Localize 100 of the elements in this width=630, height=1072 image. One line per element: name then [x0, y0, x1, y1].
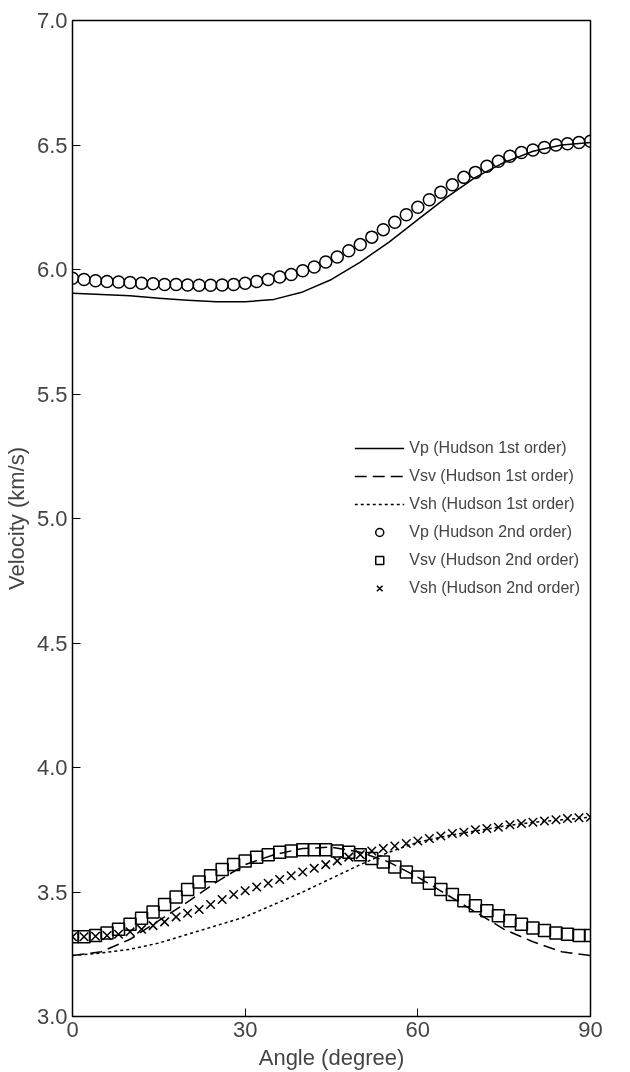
point — [365, 851, 379, 866]
point — [134, 276, 149, 290]
point — [261, 272, 275, 287]
point — [549, 138, 563, 152]
point — [424, 833, 435, 844]
point — [309, 863, 320, 874]
point — [330, 250, 345, 264]
point — [365, 230, 379, 244]
y-tick-label: 3.5 — [36, 879, 68, 905]
point — [366, 845, 377, 856]
point — [572, 135, 586, 150]
point — [171, 911, 182, 922]
point — [226, 277, 241, 292]
point — [491, 154, 506, 168]
point — [240, 885, 251, 896]
legend-label: Vp (Hudson 2nd order) — [409, 523, 572, 541]
point — [376, 855, 391, 869]
point — [169, 890, 183, 904]
point — [457, 170, 471, 185]
point — [272, 845, 287, 859]
point — [157, 277, 172, 292]
point — [343, 852, 354, 863]
point — [215, 862, 229, 877]
point — [295, 264, 310, 278]
x-tick-label: 90 — [578, 1016, 603, 1042]
point — [286, 870, 297, 881]
point — [169, 277, 183, 292]
point — [332, 855, 343, 866]
legend-label: Vp (Hudson 1st order) — [409, 439, 567, 457]
point — [217, 894, 228, 905]
point — [146, 276, 160, 291]
point — [342, 244, 356, 258]
y-tick-label: 6.0 — [36, 257, 68, 282]
point — [434, 882, 448, 897]
point — [238, 276, 252, 290]
point — [318, 255, 333, 269]
point — [134, 911, 149, 925]
point — [468, 165, 483, 180]
point — [157, 897, 172, 912]
x-tick-label: 60 — [405, 1016, 431, 1042]
legend-label: Vsv (Hudson 1st order) — [409, 467, 574, 485]
point — [146, 905, 160, 919]
x-axis-title: Angle (degree) — [258, 1044, 405, 1070]
point — [159, 916, 170, 927]
point — [180, 278, 195, 292]
point — [194, 904, 205, 915]
point — [388, 215, 402, 229]
point — [274, 874, 285, 885]
legend-label: Vsv (Hudson 2nd order) — [409, 551, 580, 569]
point — [480, 159, 494, 173]
point — [251, 882, 262, 893]
legend-label: Vsh (Hudson 1st order) — [409, 495, 575, 513]
point — [411, 870, 425, 884]
point — [284, 267, 298, 282]
point — [422, 876, 437, 891]
point — [422, 193, 437, 207]
point — [307, 260, 321, 274]
point — [514, 145, 529, 160]
point — [249, 850, 264, 864]
point — [226, 857, 241, 872]
point — [401, 838, 412, 849]
point — [445, 887, 460, 902]
point — [388, 860, 402, 874]
point — [412, 835, 423, 846]
point — [411, 200, 425, 214]
point — [182, 908, 193, 919]
y-tick-label: 4.0 — [36, 755, 68, 780]
x-tick-label: 30 — [232, 1016, 258, 1042]
point — [320, 859, 331, 870]
point — [88, 273, 103, 288]
y-tick-label: 7.0 — [36, 8, 68, 33]
point — [376, 222, 391, 237]
point — [491, 908, 506, 923]
point — [100, 274, 114, 289]
y-tick-label: 6.5 — [36, 132, 68, 158]
point — [203, 278, 218, 292]
y-tick-label: 3.0 — [36, 1004, 68, 1029]
x-tick-label: 0 — [66, 1016, 79, 1042]
point — [503, 149, 517, 163]
point — [537, 923, 552, 938]
point — [125, 926, 136, 937]
point — [434, 185, 448, 200]
point — [389, 840, 400, 851]
point — [205, 899, 216, 910]
point — [272, 270, 287, 284]
point — [560, 137, 575, 151]
point — [399, 207, 414, 222]
point — [378, 843, 389, 854]
point — [572, 928, 586, 943]
y-axis-title: Velocity (km/s) — [3, 446, 29, 591]
point — [148, 920, 159, 931]
point — [123, 275, 137, 290]
point — [445, 178, 460, 192]
point — [560, 927, 575, 942]
point — [514, 917, 529, 932]
y-tick-label: 5.5 — [36, 381, 68, 407]
point — [537, 140, 552, 155]
point — [526, 143, 540, 157]
point — [399, 865, 414, 879]
point — [77, 272, 91, 287]
